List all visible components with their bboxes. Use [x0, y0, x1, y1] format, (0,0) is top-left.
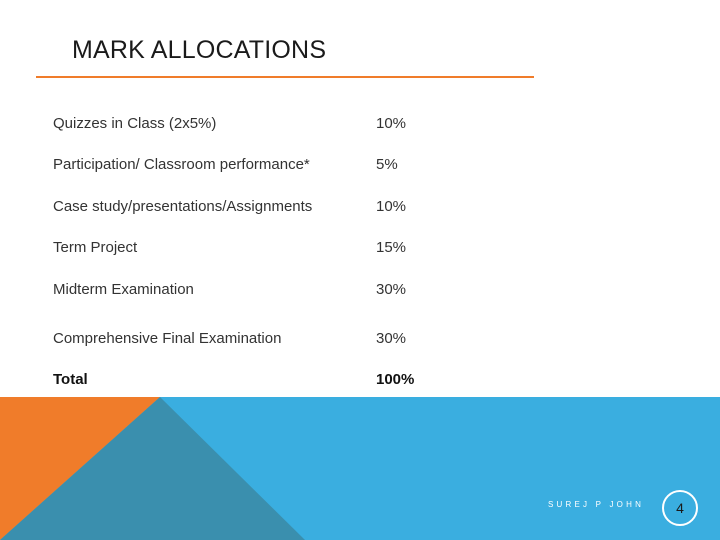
- title-underline: [36, 76, 534, 78]
- footer-teal-triangle: [0, 397, 305, 540]
- row-label: Midterm Examination: [53, 281, 194, 298]
- page-number: 4: [676, 500, 684, 516]
- row-label: Quizzes in Class (2x5%): [53, 115, 217, 132]
- table-row: Participation/ Classroom performance* 5%: [0, 156, 720, 180]
- total-row: Total 100%: [0, 371, 720, 395]
- total-label: Total: [53, 371, 88, 388]
- total-value: 100%: [376, 371, 415, 388]
- row-value: 5%: [376, 156, 398, 173]
- table-row: Midterm Examination 30%: [0, 281, 720, 305]
- row-label: Participation/ Classroom performance*: [53, 156, 310, 173]
- row-value: 10%: [376, 115, 407, 132]
- row-label: Term Project: [53, 239, 138, 256]
- row-label: Case study/presentations/Assignments: [53, 198, 313, 215]
- footer-band: SUREJ P JOHN 4: [0, 397, 720, 540]
- table-row: Quizzes in Class (2x5%) 10%: [0, 115, 720, 139]
- row-value: 30%: [376, 330, 407, 347]
- table-row: Comprehensive Final Examination 30%: [0, 330, 720, 354]
- table-row: Case study/presentations/Assignments 10%: [0, 198, 720, 222]
- slide-title: MARK ALLOCATIONS: [72, 36, 327, 64]
- mark-allocation-table: Quizzes in Class (2x5%) 10% Participatio…: [0, 115, 720, 395]
- footer-decoration: [0, 397, 720, 540]
- row-value: 15%: [376, 239, 407, 256]
- page-number-badge: 4: [662, 490, 698, 526]
- row-value: 30%: [376, 281, 407, 298]
- row-label: Comprehensive Final Examination: [53, 330, 282, 347]
- row-value: 10%: [376, 198, 407, 215]
- table-row: Term Project 15%: [0, 239, 720, 263]
- author-name: SUREJ P JOHN: [548, 500, 645, 509]
